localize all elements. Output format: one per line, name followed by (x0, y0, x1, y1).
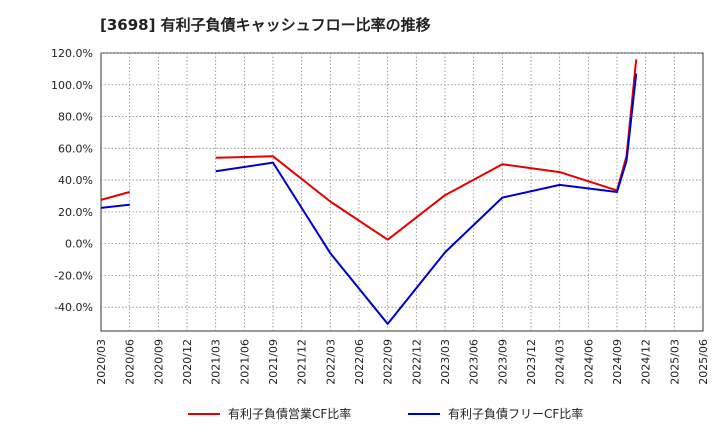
series-line-2 (215, 73, 638, 325)
legend-label-2: 有利子負債フリーCF比率 (448, 406, 583, 421)
grid-lines (101, 52, 703, 331)
x-tick-label: 2024/09 (611, 339, 624, 385)
y-tick-label: 0.0% (65, 238, 93, 251)
y-tick-label: 80.0% (58, 111, 93, 124)
x-tick-label: 2025/06 (697, 339, 710, 385)
x-tick-label: 2020/03 (95, 339, 108, 385)
series-lines (100, 59, 638, 325)
chart-title: [3698] 有利子負債キャッシュフロー比率の推移 (100, 16, 431, 34)
x-tick-label: 2024/03 (554, 339, 567, 385)
x-tick-label: 2020/06 (124, 339, 137, 385)
y-tick-label: 60.0% (58, 142, 93, 155)
x-tick-label: 2023/09 (496, 339, 509, 385)
plot-area (100, 52, 704, 332)
x-tick-label: 2020/12 (181, 339, 194, 385)
y-tick-label: -20.0% (54, 269, 93, 282)
x-tick-label: 2023/06 (468, 339, 481, 385)
legend-label-1: 有利子負債営業CF比率 (228, 406, 351, 421)
x-tick-label: 2023/12 (525, 339, 538, 385)
x-tick-label: 2024/06 (582, 339, 595, 385)
x-tick-label: 2022/03 (324, 339, 337, 385)
y-tick-label: 20.0% (58, 206, 93, 219)
x-tick-label: 2021/03 (210, 339, 223, 385)
y-tick-label: 100.0% (51, 79, 93, 92)
x-tick-label: 2021/06 (238, 339, 251, 385)
y-tick-label: -40.0% (54, 301, 93, 314)
x-tick-label: 2022/09 (382, 339, 395, 385)
x-tick-label: 2023/03 (439, 339, 452, 385)
x-axis-ticks: 2020/03 2020/06 2020/09 2020/12 2021/03 2021/… (95, 339, 710, 385)
x-tick-label: 2022/12 (410, 339, 423, 385)
legend: 有利子負債営業CF比率 有利子負債フリーCF比率 (188, 406, 583, 421)
series-line-2 (100, 203, 130, 209)
x-tick-label: 2022/06 (353, 339, 366, 385)
x-tick-label: 2020/09 (152, 339, 165, 385)
x-tick-label: 2021/09 (267, 339, 280, 385)
y-axis-ticks: 120.0% 100.0% 80.0% 60.0% 40.0% 20.0% 0.0% -20.… (51, 47, 93, 314)
x-tick-label: 2021/12 (296, 339, 309, 385)
y-tick-label: 120.0% (51, 47, 93, 60)
x-tick-label: 2025/03 (668, 339, 681, 385)
y-tick-label: 40.0% (58, 174, 93, 187)
x-tick-label: 2024/12 (640, 339, 653, 385)
series-line-1 (100, 191, 130, 201)
